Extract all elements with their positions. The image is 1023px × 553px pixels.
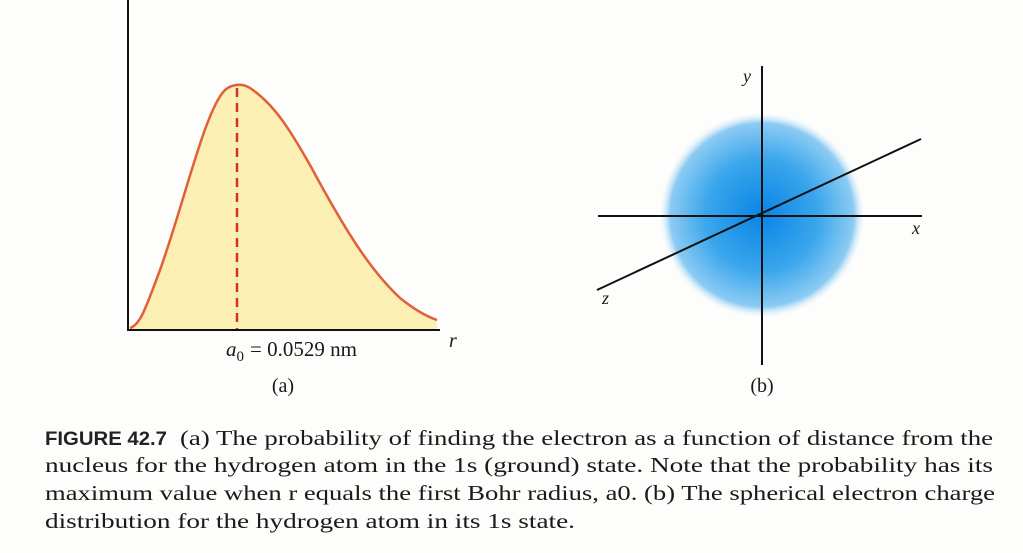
- r-axis-label: r: [449, 330, 457, 352]
- panel-b-tag: (b): [750, 375, 773, 397]
- caption-line: distribution for the hydrogen atom in it…: [45, 509, 575, 533]
- probability-area: [130, 84, 437, 330]
- caption-label: FIGURE 42.7: [45, 429, 167, 450]
- peak-subscript: 0: [237, 349, 245, 365]
- peak-label: a0 = 0.0529 nm: [226, 337, 357, 365]
- y-label: y: [741, 66, 751, 86]
- caption-line: nucleus for the hydrogen atom in the 1s …: [45, 453, 993, 477]
- z-axis-3d: [596, 138, 922, 291]
- peak-value: = 0.0529 nm: [250, 337, 357, 361]
- panel-a: a0 = 0.0529 nm r (a): [127, 0, 457, 397]
- panel-a-tag: (a): [272, 375, 294, 397]
- z-label: z: [601, 288, 609, 308]
- probability-curve: [129, 83, 438, 330]
- x-label: x: [911, 218, 920, 238]
- caption: FIGURE 42.7 (a) The probability of findi…: [45, 426, 995, 533]
- caption-line: maximum value when r equals the first Bo…: [45, 481, 995, 505]
- peak-symbol: a: [226, 337, 237, 361]
- panel-b: y x z (b): [596, 66, 922, 397]
- caption-line: (a) The probability of finding the elect…: [180, 426, 993, 450]
